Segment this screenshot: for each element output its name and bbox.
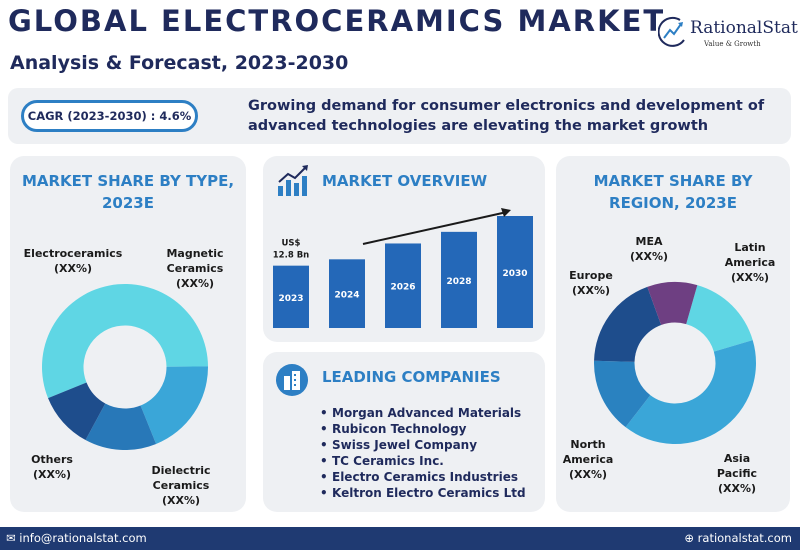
companies-list: Morgan Advanced Materials Rubicon Techno… (320, 405, 526, 501)
building-icon (276, 364, 308, 396)
type-slice-dielectric-ceramics (85, 403, 157, 450)
bar-2028 (441, 231, 477, 328)
type-share-title: MARKET SHARE BY TYPE, 2023E (21, 172, 235, 212)
region-slice-mea (647, 282, 698, 325)
logo-mark-icon (657, 16, 685, 47)
region-share-donut (594, 282, 756, 444)
type-label-others-name: Others (31, 453, 73, 466)
region-slice-europe (594, 286, 662, 362)
company-logo[interactable]: RationalStat Value & Growth (657, 14, 798, 54)
region-label-europe: Europe (XX%) (566, 268, 616, 298)
region-slice-asia-pacific (625, 340, 756, 444)
footer-website-link[interactable]: ⊕ rationalstat.com (684, 531, 792, 545)
bar-2026 (385, 243, 421, 328)
region-slice-latin-america (686, 285, 753, 352)
type-label-magnetic-name: Magnetic Ceramics (166, 247, 224, 275)
region-label-latin-america: Latin America (XX%) (720, 240, 780, 285)
type-label-dielectric-value: (XX%) (161, 494, 201, 507)
type-label-electroceramics: Electroceramics (XX%) (18, 246, 128, 276)
trend-arrow-line (362, 211, 508, 245)
market-overview-bars: 2023 2024 2026 2028 2030 US$ 12.8 Bn (273, 208, 533, 328)
type-slice-others (48, 382, 106, 441)
region-label-north-america-value: (XX%) (568, 468, 608, 481)
type-label-others: Others (XX%) (22, 452, 82, 482)
region-label-mea-name: MEA (635, 235, 663, 248)
footer-email-link[interactable]: ✉ info@rationalstat.com (6, 531, 147, 545)
bar-label-2026: 2026 (390, 283, 415, 293)
cagr-badge: CAGR (2023-2030) : 4.6% (21, 100, 198, 132)
type-label-magnetic: Magnetic Ceramics (XX%) (160, 246, 230, 291)
company-item: Keltron Electro Ceramics Ltd (320, 485, 526, 501)
globe-icon: ⊕ (684, 531, 695, 545)
type-label-electroceramics-name: Electroceramics (23, 247, 123, 260)
region-label-europe-name: Europe (569, 269, 613, 282)
banner-text: Growing demand for consumer electronics … (248, 98, 765, 134)
summary-banner: CAGR (2023-2030) : 4.6% Growing demand f… (8, 88, 791, 144)
company-item: Morgan Advanced Materials (320, 405, 526, 421)
region-label-asia-value: (XX%) (717, 482, 757, 495)
page-subtitle: Analysis & Forecast, 2023-2030 (10, 52, 349, 74)
market-overview-title: MARKET OVERVIEW (322, 172, 488, 190)
type-slice-magnetic-ceramics (140, 366, 208, 444)
company-item: Swiss Jewel Company (320, 437, 526, 453)
region-share-panel (556, 156, 790, 512)
growth-chart-icon (278, 165, 308, 196)
type-label-magnetic-value: (XX%) (175, 277, 215, 290)
region-label-north-america-name: North America (562, 438, 614, 466)
footer-bar: ✉ info@rationalstat.com ⊕ rationalstat.c… (0, 527, 800, 550)
trend-arrow-head-icon (501, 208, 511, 217)
footer-email-text: info@rationalstat.com (19, 531, 147, 545)
company-item: Electro Ceramics Industries (320, 469, 526, 485)
leading-companies-title: LEADING COMPANIES (322, 368, 501, 386)
bar-2030 (497, 216, 533, 328)
region-label-north-america: North America (XX%) (560, 437, 616, 482)
region-slice-north-america (594, 360, 651, 428)
region-share-title: MARKET SHARE BY REGION, 2023E (593, 172, 753, 212)
region-label-europe-value: (XX%) (571, 284, 611, 297)
bar-label-2028: 2028 (446, 277, 471, 287)
company-item: Rubicon Technology (320, 421, 526, 437)
type-share-donut (42, 283, 208, 450)
region-label-latin-name: Latin America (724, 241, 776, 269)
mail-icon: ✉ (6, 531, 16, 545)
bar-annotation-currency: US$ (282, 239, 301, 249)
region-label-latin-value: (XX%) (730, 271, 770, 284)
region-label-asia-pacific: Asia Pacific (XX%) (714, 451, 760, 496)
page-title: GLOBAL ELECTROCERAMICS MARKET (8, 4, 666, 38)
bar-2023 (273, 265, 309, 328)
company-item: TC Ceramics Inc. (320, 453, 526, 469)
region-label-mea: MEA (XX%) (624, 234, 674, 264)
type-label-others-value: (XX%) (32, 468, 72, 481)
logo-tagline: Value & Growth (704, 40, 761, 48)
region-label-mea-value: (XX%) (629, 250, 669, 263)
bar-annotation-value: 12.8 Bn (273, 251, 309, 261)
type-label-dielectric-name: Dielectric Ceramics (151, 464, 211, 492)
type-label-electroceramics-value: (XX%) (53, 262, 93, 275)
region-label-asia-name: Asia Pacific (716, 452, 758, 480)
bar-label-2030: 2030 (502, 269, 527, 279)
logo-name: RationalStat (690, 18, 798, 38)
bar-label-2024: 2024 (334, 291, 359, 301)
bar-label-2023: 2023 (278, 294, 303, 304)
type-slice-electroceramics (42, 283, 208, 399)
footer-website-text: rationalstat.com (697, 531, 792, 545)
bar-2024 (329, 259, 365, 328)
type-label-dielectric: Dielectric Ceramics (XX%) (122, 463, 240, 508)
